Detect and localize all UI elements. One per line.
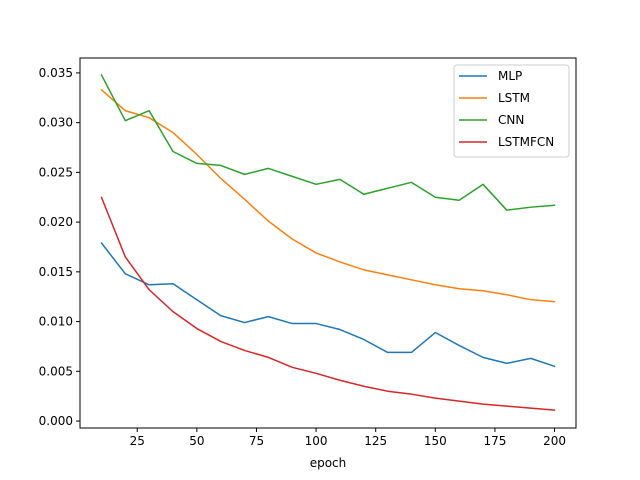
x-axis: 25 50 75 100 125 150 175 200	[130, 428, 566, 448]
y-tick-label: 0.030	[39, 116, 73, 130]
legend-label-lstmfcn: LSTMFCN	[498, 135, 554, 149]
plot-frame	[79, 57, 577, 429]
x-tick-label: 175	[483, 434, 506, 448]
series-line-cnn	[100, 74, 556, 211]
x-tick-label: 75	[249, 434, 264, 448]
x-tick-label: 150	[424, 434, 447, 448]
legend-label-cnn: CNN	[498, 113, 524, 127]
y-tick-label: 0.035	[39, 66, 73, 80]
x-axis-label: epoch	[310, 456, 347, 470]
plot-area	[100, 74, 556, 411]
legend-label-mlp: MLP	[498, 69, 522, 83]
series-line-lstm	[100, 89, 556, 303]
y-tick-label: 0.015	[39, 265, 73, 279]
legend-label-lstm: LSTM	[498, 91, 530, 105]
y-tick-label: 0.025	[39, 165, 73, 179]
y-tick-label: 0.020	[39, 215, 73, 229]
x-tick-label: 125	[364, 434, 387, 448]
legend: MLP LSTM CNN LSTMFCN	[453, 64, 570, 158]
series-line-mlp	[100, 242, 556, 368]
x-tick-label: 25	[130, 434, 145, 448]
legend-box	[453, 64, 570, 158]
x-tick-label: 50	[189, 434, 204, 448]
y-tick-label: 0.000	[39, 414, 73, 428]
x-tick-label: 200	[543, 434, 566, 448]
x-tick-label: 100	[305, 434, 328, 448]
y-tick-label: 0.010	[39, 315, 73, 329]
y-axis: 0.000 0.005 0.010 0.015 0.020 0.025 0.030 0.035	[39, 66, 80, 428]
y-tick-label: 0.005	[39, 364, 73, 378]
series-line-lstmfcn	[100, 196, 556, 411]
